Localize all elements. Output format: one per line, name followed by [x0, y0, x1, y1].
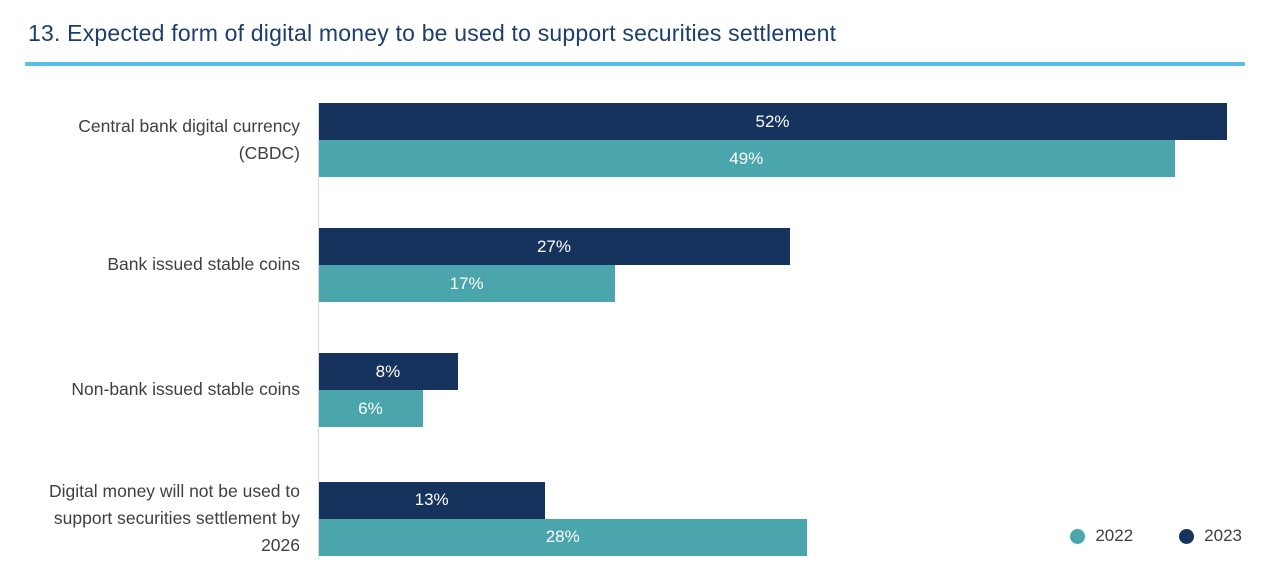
- bar-value-label: 17%: [449, 273, 484, 293]
- chart-title: 13. Expected form of digital money to be…: [28, 20, 837, 46]
- legend-dot-2023: [1179, 528, 1195, 544]
- legend-label-2022: 2022: [1095, 526, 1134, 545]
- chart-row: Bank issued stable coins 27% 17%: [25, 228, 1245, 302]
- bar-value-label: 6%: [358, 398, 383, 418]
- bar-2023: 27%: [318, 228, 790, 265]
- bar-2022: 49%: [318, 140, 1175, 177]
- legend-label-2023: 2023: [1204, 526, 1242, 545]
- legend-item-2023: 2023: [1179, 526, 1242, 546]
- bar-group: 52% 49%: [318, 103, 1245, 177]
- chart-legend: 2022 2023: [1070, 526, 1242, 546]
- category-label: Bank issued stable coins: [107, 254, 300, 275]
- bar-2023: 8%: [318, 353, 458, 390]
- title-underline-rule: [25, 62, 1245, 66]
- bar-2023: 52%: [318, 103, 1227, 140]
- chart-row: Non-bank issued stable coins 8% 6%: [25, 353, 1245, 427]
- legend-dot-2022: [1070, 528, 1086, 544]
- chart-row: Central bank digital currency (CBDC) 52% 4…: [25, 103, 1245, 177]
- bar-value-label: 8%: [375, 361, 401, 381]
- category-label: Digital money will not be used to suppor…: [49, 481, 300, 556]
- bar-2022: 6%: [318, 390, 423, 427]
- bar-value-label: 52%: [755, 111, 790, 131]
- bar-value-label: 28%: [545, 527, 580, 547]
- bar-group: 27% 17%: [318, 228, 1245, 302]
- chart-rows: Central bank digital currency (CBDC) 52% 4…: [25, 103, 1245, 559]
- chart-row: Digital money will not be used to suppor…: [25, 478, 1245, 559]
- plot-area: Central bank digital currency (CBDC) 52% 4…: [25, 103, 1245, 560]
- bar-group: 13% 28%: [318, 481, 1245, 556]
- bar-value-label: 27%: [536, 236, 571, 256]
- bar-value-label: 49%: [729, 148, 764, 168]
- bar-value-label: 13%: [414, 490, 449, 510]
- bar-2022: 17%: [318, 265, 616, 302]
- legend-item-2022: 2022: [1070, 526, 1133, 546]
- bar-2022: 28%: [318, 518, 808, 556]
- category-label: Central bank digital currency (CBDC): [78, 115, 300, 163]
- bar-group: 8% 6%: [318, 353, 1245, 427]
- category-label: Non-bank issued stable coins: [71, 379, 300, 400]
- bar-2023: 13%: [318, 481, 546, 519]
